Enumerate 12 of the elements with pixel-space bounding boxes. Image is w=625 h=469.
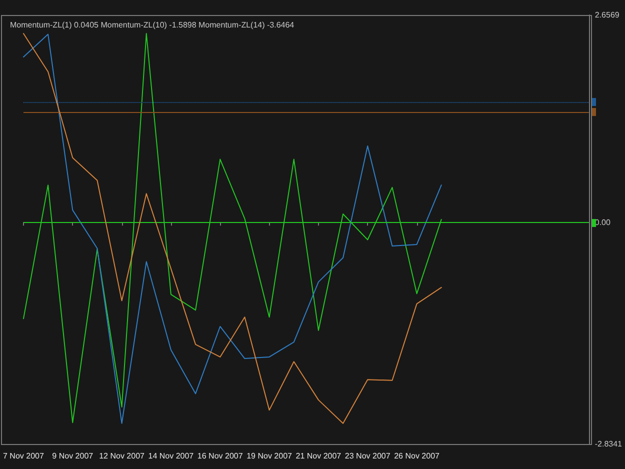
x-tick-label: 19 Nov 2007 <box>246 452 293 460</box>
x-tick-label: 9 Nov 2007 <box>52 452 94 460</box>
x-tick-label: 16 Nov 2007 <box>197 452 244 460</box>
y-tick-label: -2.8341 <box>594 440 623 448</box>
y-tick-label: 2.6569 <box>594 10 620 20</box>
x-tick-label: 7 Nov 2007 <box>3 452 44 460</box>
x-tick-label: 26 Nov 2007 <box>394 452 440 460</box>
text: Momentum-ZL(1) 0.0405 Momentum-ZL(10) -1.5898 Momentum-ZL(14) -3.6464 <box>10 20 295 30</box>
x-tick-label: 23 Nov 2007 <box>344 452 391 460</box>
x-tick-label: 14 Nov 2007 <box>148 452 194 460</box>
x-tick-label: 21 Nov 2007 <box>296 452 342 460</box>
x-tick-label: 12 Nov 2007 <box>99 452 146 460</box>
